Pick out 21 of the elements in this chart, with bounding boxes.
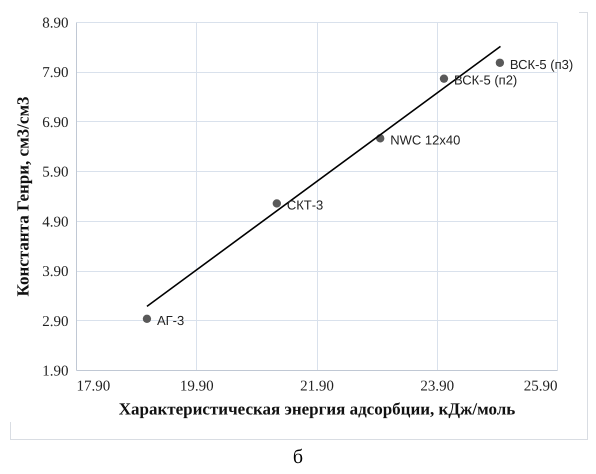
y-tick-label: 7.90 bbox=[42, 65, 68, 82]
annotation: NWC 12x40 bbox=[390, 132, 460, 148]
x-tick-label: 23.90 bbox=[420, 378, 454, 394]
y-tick-label: 8.90 bbox=[42, 16, 68, 32]
y-axis-title: Константа Генри, см3/см3 bbox=[13, 96, 32, 297]
y-tick-label: 2.90 bbox=[42, 314, 68, 330]
y-tick-label: 5.90 bbox=[42, 164, 68, 181]
x-tick-label: 17.90 bbox=[76, 378, 110, 394]
x-tick-label: 25.90 bbox=[524, 378, 558, 394]
x-axis-title: Характеристическая энергия адсорбции, кДж/моль bbox=[118, 400, 516, 418]
y-tick-label: 4.90 bbox=[42, 214, 68, 230]
x-tick-label: 21.90 bbox=[300, 378, 334, 394]
annotation: АГ-3 bbox=[156, 312, 184, 328]
y-tick-label: 6.90 bbox=[42, 114, 68, 131]
annotation: ВСК-5 (п3) bbox=[510, 56, 574, 72]
text: б bbox=[292, 446, 304, 469]
x-tick-label: 19.90 bbox=[180, 378, 214, 394]
y-tick-label: 3.90 bbox=[42, 264, 68, 280]
annotation: ВСК-5 (п2) bbox=[454, 72, 518, 88]
annotation: СКТ-3 bbox=[286, 197, 324, 212]
y-tick-label: 1.90 bbox=[42, 364, 68, 380]
